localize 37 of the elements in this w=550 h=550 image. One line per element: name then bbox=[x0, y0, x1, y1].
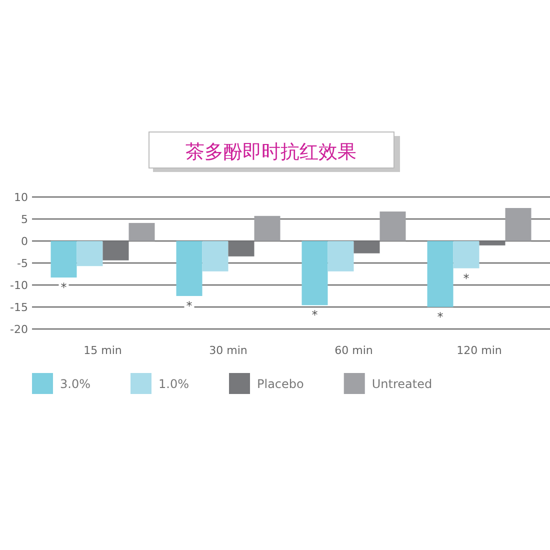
bar bbox=[50, 241, 77, 278]
y-tick-label: -10 bbox=[10, 279, 28, 292]
data-label: * bbox=[463, 271, 470, 286]
y-tick-label: -5 bbox=[17, 257, 28, 270]
bar bbox=[453, 241, 480, 268]
bar bbox=[76, 241, 103, 266]
data-label: * bbox=[437, 310, 444, 324]
bar bbox=[128, 222, 155, 241]
x-tick-label: 60 min bbox=[334, 344, 373, 357]
x-tick-label: 30 min bbox=[209, 344, 248, 357]
bar bbox=[328, 241, 354, 272]
bar bbox=[202, 241, 228, 272]
bar bbox=[380, 212, 406, 241]
bar bbox=[427, 241, 454, 307]
bar bbox=[176, 241, 202, 296]
legend-label: Untreated bbox=[372, 377, 432, 391]
bar bbox=[228, 241, 254, 256]
data-label: * bbox=[186, 299, 192, 313]
chart-title: 茶多酚即时抗红效果 bbox=[186, 141, 356, 163]
legend-label: 3.0% bbox=[60, 377, 90, 391]
data-label: * bbox=[60, 280, 67, 295]
y-tick-label: 10 bbox=[14, 191, 28, 204]
bar bbox=[302, 241, 328, 306]
bar bbox=[505, 208, 532, 241]
x-tick-label: 15 min bbox=[84, 344, 122, 357]
y-tick-label: 0 bbox=[21, 235, 28, 248]
legend-label: Placebo bbox=[257, 377, 304, 391]
x-tick-label: 120 min bbox=[456, 344, 502, 357]
y-tick-label: -20 bbox=[10, 323, 28, 336]
bar bbox=[479, 241, 506, 246]
data-label: * bbox=[312, 308, 318, 322]
y-tick-label: 5 bbox=[21, 213, 28, 226]
y-tick-label: -15 bbox=[10, 301, 28, 314]
bar bbox=[354, 241, 380, 254]
legend-label: 1.0% bbox=[158, 377, 189, 391]
bar bbox=[254, 216, 280, 241]
bar bbox=[102, 241, 129, 260]
